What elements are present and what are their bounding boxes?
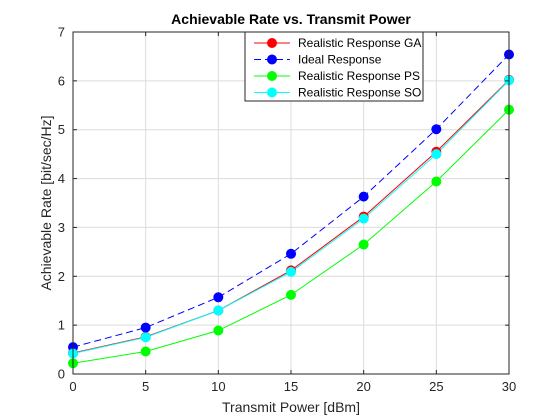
legend-marker [267, 38, 277, 48]
data-point-ideal-response [286, 248, 296, 259]
legend-entries: Realistic Response GA Ideal Response Reali… [254, 36, 421, 100]
y-tick-label: 6 [58, 73, 65, 88]
y-tick-label: 0 [58, 367, 65, 382]
data-point-ideal-response [431, 124, 442, 135]
chart-title: Achievable Rate vs. Transmit Power [171, 11, 411, 27]
x-tick-label: 15 [284, 379, 298, 394]
x-tick-label: 25 [429, 379, 443, 394]
data-point-realistic-response-ps [431, 176, 442, 187]
y-tick-label: 1 [58, 318, 65, 333]
data-point-realistic-response-so [358, 213, 369, 224]
x-tick-label: 30 [502, 379, 516, 394]
legend-marker [267, 71, 277, 81]
y-axis-label: Achievable Rate [bit/sec/Hz] [38, 115, 54, 290]
data-point-realistic-response-so [140, 332, 151, 343]
legend-label: Realistic Response PS [298, 69, 420, 83]
data-point-ideal-response [358, 191, 369, 202]
legend-entry-realistic-response-so: Realistic Response SO [254, 86, 421, 100]
legend-marker [267, 54, 277, 65]
y-tick-label: 3 [58, 220, 65, 235]
data-point-realistic-response-ps [286, 289, 296, 300]
legend: Realistic Response GA Ideal Response Reali… [244, 31, 424, 102]
data-point-realistic-response-ps [358, 239, 369, 250]
legend-label: Realistic Response GA [298, 36, 421, 50]
x-tick-label: 5 [142, 379, 149, 394]
legend-entry-realistic-response-ga: Realistic Response GA [254, 36, 421, 50]
y-tick-label: 5 [58, 122, 65, 137]
legend-label: Realistic Response SO [298, 86, 421, 100]
data-point-realistic-response-ps [213, 325, 224, 336]
data-point-realistic-response-so [431, 149, 442, 160]
data-point-realistic-response-so [286, 266, 296, 277]
x-tick-label: 0 [69, 379, 76, 394]
data-point-ideal-response [213, 292, 224, 303]
data-point-realistic-response-so [213, 305, 224, 316]
y-tick-labels: 0 1 2 3 4 5 6 7 [58, 25, 65, 382]
y-tick-label: 2 [58, 269, 65, 284]
data-point-ideal-response [140, 322, 151, 333]
y-tick-label: 4 [58, 171, 65, 186]
legend-entry-realistic-response-ps: Realistic Response PS [254, 69, 420, 83]
data-point-realistic-response-ps [140, 346, 151, 357]
legend-label: Ideal Response [298, 53, 382, 67]
legend-marker [267, 87, 277, 98]
legend-entry-ideal-response: Ideal Response [254, 53, 382, 67]
x-tick-label: 10 [211, 379, 225, 394]
x-tick-label: 20 [356, 379, 370, 394]
x-tick-labels: 0 5 10 15 20 25 30 [69, 379, 516, 394]
y-tick-label: 7 [58, 25, 65, 40]
x-axis-label: Transmit Power [dBm] [222, 399, 360, 415]
